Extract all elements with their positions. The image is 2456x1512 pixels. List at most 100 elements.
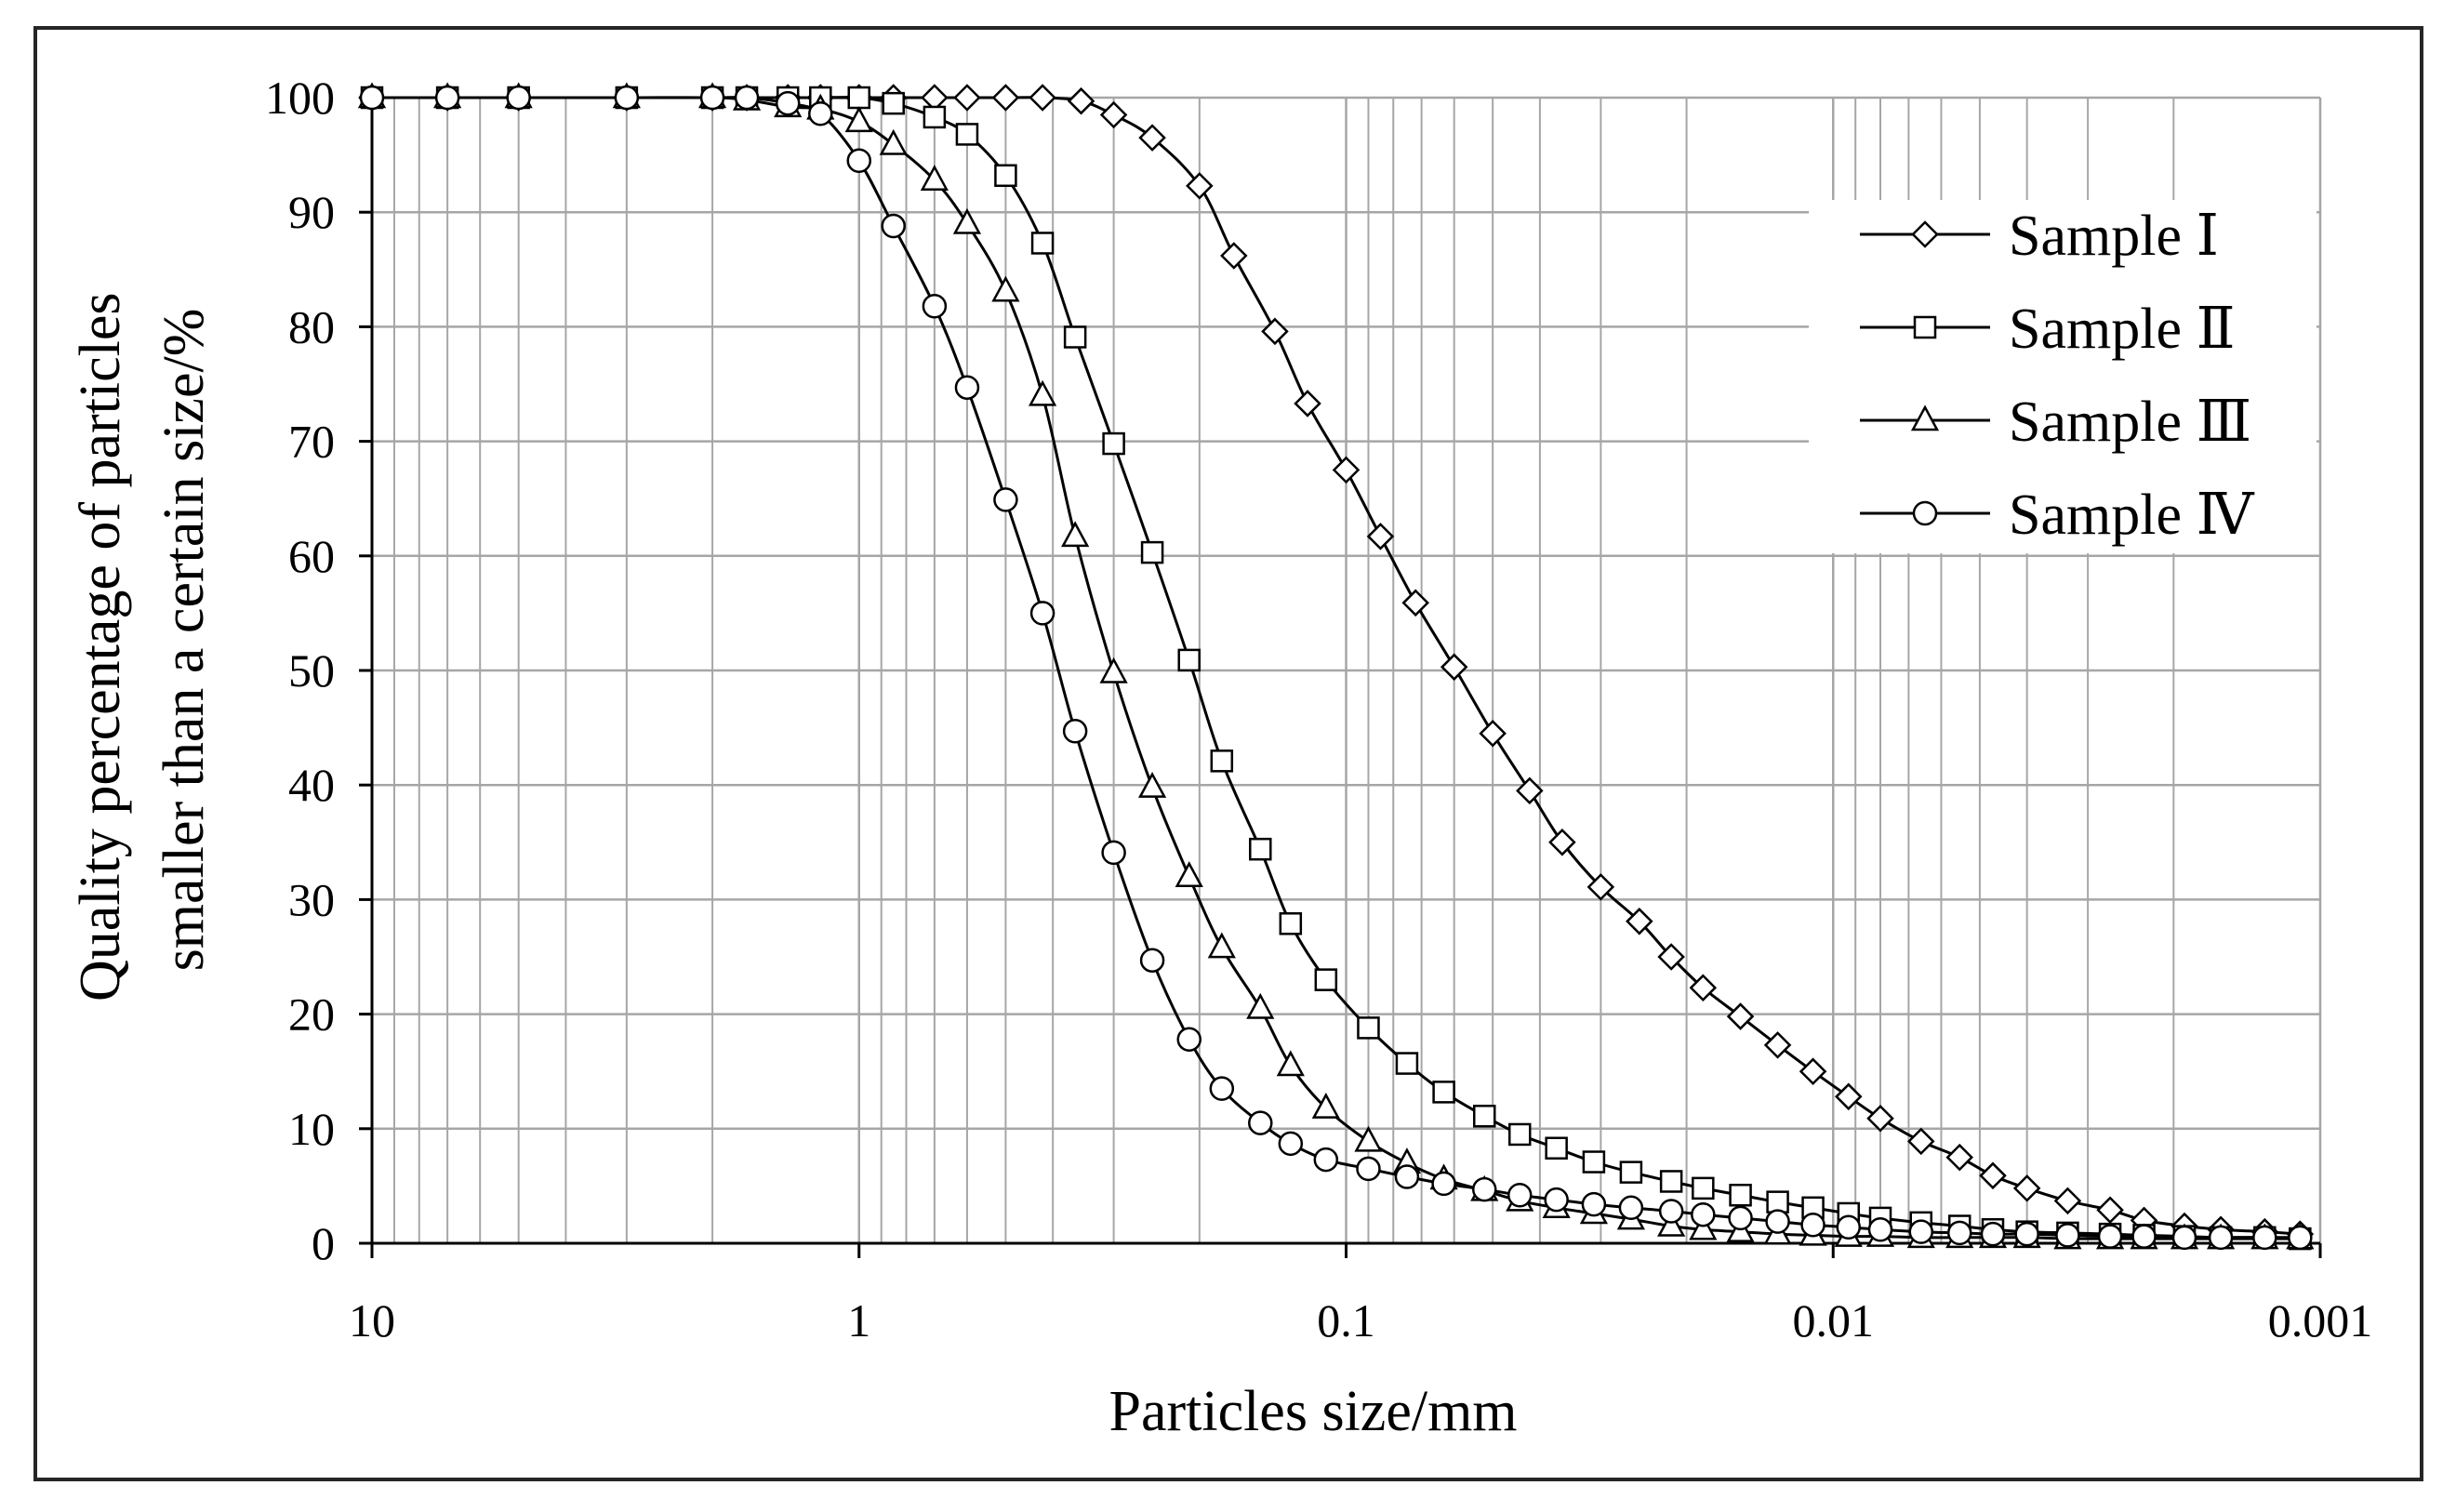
- data-point-triangle: [1061, 521, 1090, 548]
- data-point-circle: [1471, 1176, 1497, 1202]
- data-point-square: [1432, 1081, 1455, 1104]
- data-point-diamond: [991, 84, 1020, 112]
- data-point-square: [1395, 1052, 1419, 1075]
- data-point-circle: [1062, 719, 1088, 744]
- y-tick-label: 0: [312, 1217, 335, 1269]
- data-point-circle: [2014, 1221, 2039, 1247]
- y-tick-label: 60: [288, 530, 335, 582]
- series-layer: [357, 82, 2315, 1251]
- data-point-circle: [1431, 1171, 1456, 1197]
- data-point-triangle: [1099, 657, 1128, 683]
- data-point-circle: [1507, 1183, 1533, 1208]
- data-point-triangle: [1657, 1210, 1686, 1237]
- data-point-diamond: [1029, 84, 1056, 112]
- data-point-square: [1507, 1122, 1532, 1147]
- data-point-square: [882, 91, 905, 115]
- data-point-circle: [1836, 1214, 1862, 1240]
- legend: Sample Ⅰ Sample Ⅱ Sample Ⅲ Sample Ⅳ: [1809, 200, 2317, 553]
- data-point-square: [1692, 1176, 1715, 1200]
- data-point-square: [1102, 431, 1125, 456]
- data-point-diamond: [1332, 456, 1361, 484]
- data-point-circle: [734, 85, 760, 111]
- data-point-circle: [1029, 601, 1055, 626]
- data-point-diamond: [1138, 124, 1166, 152]
- data-point-square: [847, 86, 870, 110]
- data-point-triangle: [1354, 1125, 1383, 1152]
- x-tick-label: 10: [349, 1294, 395, 1346]
- data-point-diamond: [1366, 523, 1395, 550]
- legend-label-circle: Sample Ⅳ: [2009, 484, 2254, 547]
- data-point-triangle: [1689, 1214, 1718, 1240]
- data-point-square: [994, 164, 1017, 188]
- data-point-diamond: [1401, 589, 1429, 617]
- data-point-circle: [699, 85, 725, 111]
- data-point-circle: [614, 85, 640, 111]
- data-point-circle: [1544, 1187, 1569, 1213]
- y-tick-label: 20: [288, 988, 335, 1041]
- y-tick-label: 90: [288, 186, 335, 238]
- data-point-diamond: [2053, 1187, 2082, 1215]
- y-tick-label: 50: [288, 644, 335, 696]
- data-point-square: [1659, 1170, 1683, 1193]
- data-point-circle: [1946, 1220, 1972, 1246]
- data-point-diamond: [1726, 1002, 1755, 1030]
- data-point-diamond: [1906, 1127, 1935, 1156]
- data-point-square: [1063, 325, 1087, 349]
- data-point-square: [923, 105, 947, 129]
- y-tick-label: 70: [288, 416, 335, 468]
- data-point-circle: [2097, 1224, 2123, 1249]
- data-point-circle: [922, 293, 948, 319]
- data-point-square: [1314, 968, 1338, 991]
- data-point-triangle: [952, 207, 982, 234]
- data-point-diamond: [1866, 1104, 1894, 1133]
- data-point-circle: [1248, 1110, 1273, 1135]
- data-point-diamond: [1945, 1143, 1974, 1172]
- data-point-triangle: [844, 106, 873, 133]
- data-point-circle: [2055, 1223, 2080, 1248]
- data-point-circle: [1800, 1213, 1825, 1238]
- data-point-square: [1582, 1150, 1606, 1174]
- x-tick-label: 0.01: [1793, 1294, 1875, 1346]
- data-point-circle: [506, 85, 531, 111]
- data-point-circle: [1765, 1209, 1790, 1234]
- legend-background: [1809, 200, 2317, 553]
- x-axis-title: Particles size/mm: [1109, 1380, 1517, 1443]
- legend-marker-triangle: [1910, 405, 1940, 431]
- y-tick-label: 80: [288, 300, 335, 352]
- data-point-circle: [1394, 1164, 1420, 1189]
- data-point-diamond: [1586, 873, 1615, 901]
- data-point-circle: [1209, 1076, 1235, 1101]
- data-point-diamond: [1099, 100, 1128, 129]
- data-point-circle: [775, 90, 801, 116]
- data-point-diamond: [1979, 1161, 2007, 1190]
- data-point-circle: [1356, 1156, 1381, 1182]
- data-point-triangle: [1276, 1050, 1305, 1077]
- data-point-circle: [846, 148, 871, 174]
- data-point-triangle: [1028, 379, 1057, 406]
- data-point-diamond: [1220, 242, 1248, 270]
- data-point-circle: [1139, 948, 1165, 973]
- data-point-diamond: [1657, 943, 1685, 971]
- data-point-diamond: [1626, 908, 1653, 935]
- x-tick-label: 0.1: [1317, 1294, 1375, 1346]
- y-tick-label: 10: [288, 1103, 335, 1155]
- data-point-circle: [2171, 1225, 2197, 1251]
- data-point-triangle: [879, 128, 908, 155]
- y-tick-label: 30: [288, 873, 335, 925]
- data-point-circle: [2252, 1225, 2277, 1251]
- data-point-triangle: [1175, 861, 1203, 888]
- y-tick-label: 40: [288, 759, 335, 811]
- data-point-circle: [2131, 1224, 2157, 1249]
- data-point-diamond: [2096, 1196, 2124, 1225]
- data-point-triangle: [991, 275, 1020, 302]
- data-point-circle: [954, 375, 980, 400]
- data-point-circle: [1313, 1147, 1339, 1173]
- data-point-circle: [2208, 1225, 2234, 1251]
- data-point-circle: [1581, 1191, 1607, 1217]
- data-point-square: [1729, 1184, 1752, 1207]
- data-point-square: [1030, 232, 1055, 255]
- x-tick-label: 1: [847, 1294, 870, 1346]
- data-point-diamond: [1548, 829, 1576, 856]
- data-point-triangle: [1207, 932, 1236, 959]
- data-point-circle: [1691, 1201, 1716, 1227]
